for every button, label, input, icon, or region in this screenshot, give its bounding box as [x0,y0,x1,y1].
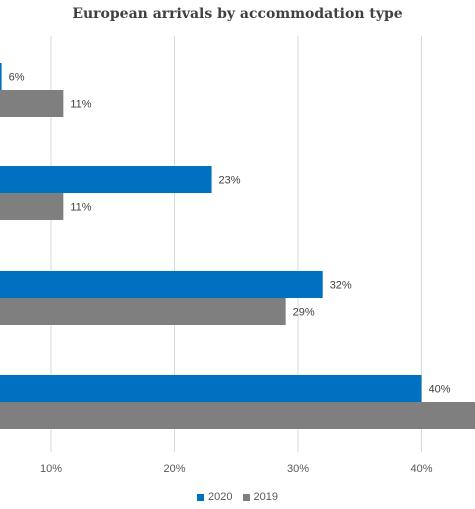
x-tick-label: 10% [40,463,62,475]
chart-legend: 2020 2019 [0,489,475,505]
legend-item-2020: 2020 [197,491,233,503]
data-label: 11% [70,202,91,214]
x-tick-label: 30% [287,463,309,475]
bar-2019 [0,90,64,117]
data-label: 29% [293,307,315,319]
legend-swatch-2020 [197,493,205,501]
legend-swatch-2019 [242,493,250,501]
bar-2019 [0,193,64,220]
data-label: 6% [9,72,25,84]
data-label: 32% [330,280,352,292]
legend-item-2019: 2019 [242,491,278,503]
data-label: 40% [429,384,451,396]
legend-label-2020: 2020 [208,491,233,503]
chart-title: European arrivals by accommodation type [72,6,403,22]
bar-2020 [0,63,2,90]
bar-2020 [0,271,323,298]
legend-label-2019: 2019 [253,491,278,503]
bar-2020 [0,375,422,402]
bar-2019 [0,298,286,325]
bar-2019 [0,402,475,429]
data-label: 23% [219,175,241,187]
x-tick-label: 20% [163,463,185,475]
data-label: 11% [70,99,91,111]
x-tick-label: 40% [410,463,432,475]
bar-2020 [0,166,212,193]
